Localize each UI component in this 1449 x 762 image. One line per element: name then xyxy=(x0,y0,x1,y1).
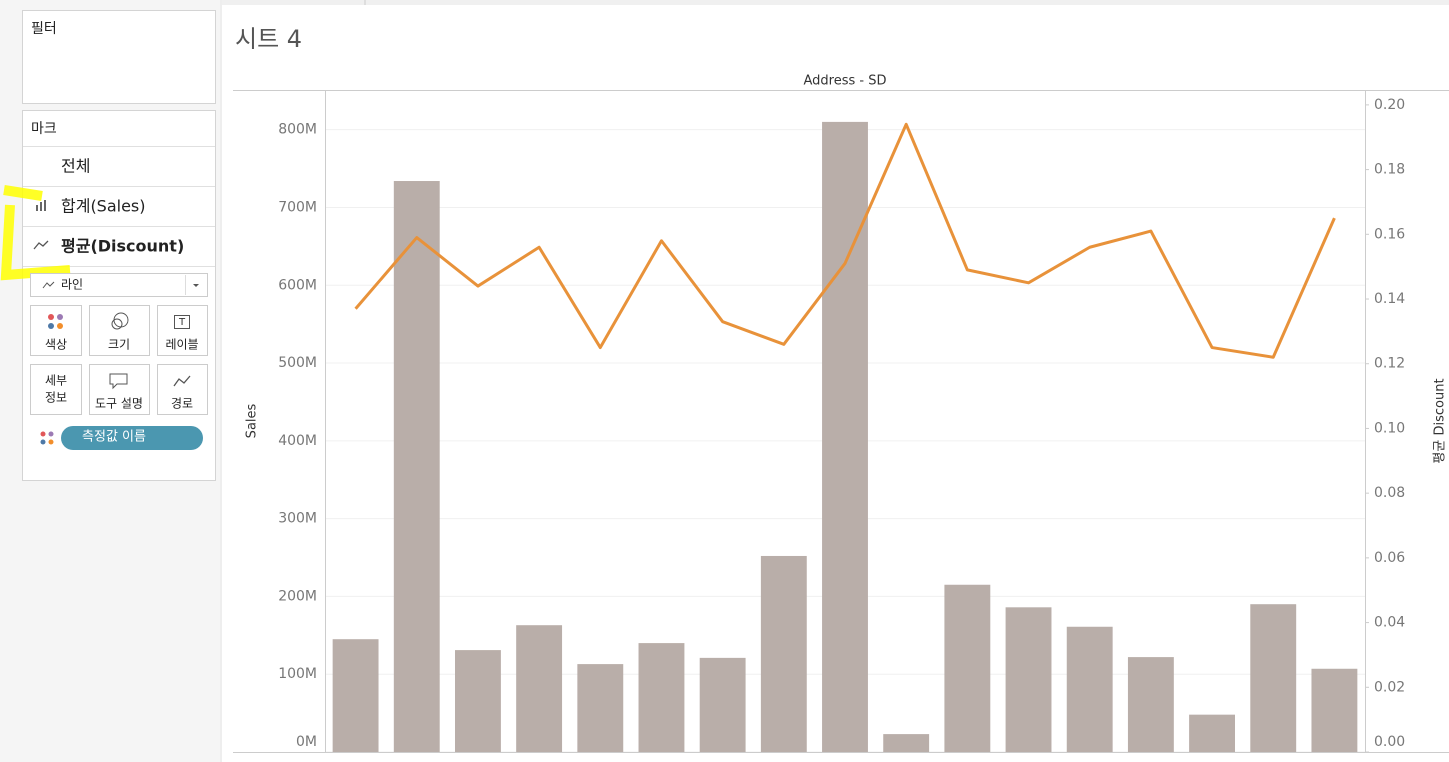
button-label: 도구 설명 xyxy=(95,397,143,411)
bar xyxy=(1127,657,1174,752)
bar xyxy=(1311,668,1358,752)
line-icon xyxy=(42,281,55,289)
bar xyxy=(944,584,991,752)
y-tick-label: 100M xyxy=(278,666,317,682)
path-button[interactable] xyxy=(157,364,208,415)
y-tick-label: 600M xyxy=(278,277,317,293)
pill-color-icon xyxy=(40,431,54,445)
y-axis-label: Sales xyxy=(245,403,260,438)
bar xyxy=(577,664,624,752)
bar xyxy=(1066,626,1113,752)
bar xyxy=(1250,604,1297,752)
y-tick-label: 0M xyxy=(296,734,317,750)
bar xyxy=(332,639,379,752)
y2-tick-label: 0.14 xyxy=(1374,291,1405,307)
svg-text:T: T xyxy=(178,317,186,328)
y-tick-label: 800M xyxy=(278,122,317,138)
bar xyxy=(638,643,685,752)
button-label: 크기 xyxy=(108,338,130,352)
mark-type-dropdown[interactable] xyxy=(30,273,208,297)
y2-tick-label: 0.04 xyxy=(1374,615,1405,631)
y2-axis-label: 평균 Discount xyxy=(1433,378,1448,463)
y2-tick-label: 0.08 xyxy=(1374,485,1405,501)
tooltip-button[interactable] xyxy=(89,364,150,415)
y2-tick-label: 0.10 xyxy=(1374,420,1405,436)
y2-tick-label: 0.06 xyxy=(1374,550,1405,566)
marks-title: 마크 xyxy=(31,121,57,137)
bar xyxy=(1005,607,1052,752)
bar xyxy=(516,625,563,752)
button-label: 레이블 xyxy=(165,338,198,352)
button-label: 경로 xyxy=(171,397,193,411)
bar xyxy=(1189,714,1235,752)
size-button[interactable] xyxy=(89,305,150,356)
y-tick-label: 700M xyxy=(278,199,317,215)
bar xyxy=(883,734,930,752)
sheet-title: 시트 4 xyxy=(235,25,302,53)
line xyxy=(354,122,1336,359)
tab-bar xyxy=(222,0,1449,5)
detail-button[interactable] xyxy=(30,364,82,415)
mark-row[interactable]: 합계(Sales) xyxy=(61,197,146,216)
filter-title: 필터 xyxy=(31,21,57,37)
bar xyxy=(455,650,501,752)
filter-panel[interactable] xyxy=(22,10,216,104)
y-tick-label: 200M xyxy=(278,588,317,604)
y2-tick-label: 0.18 xyxy=(1374,162,1405,178)
y2-tick-label: 0.02 xyxy=(1374,679,1405,695)
line-icon xyxy=(33,240,49,250)
y2-tick-label: 0.20 xyxy=(1374,97,1405,113)
dropdown-arrow xyxy=(193,284,199,287)
plot: 0M 100M 200M 300M 400M 500M 600M 700M 800M 0.00 0.… xyxy=(233,90,1449,753)
tooltip-icon xyxy=(109,373,128,390)
pill[interactable] xyxy=(61,426,203,450)
y-tick-label: 400M xyxy=(278,433,317,449)
chart-title: Address - SD xyxy=(804,74,887,89)
mark-row[interactable]: 전체 xyxy=(61,157,90,176)
bar xyxy=(393,181,440,753)
pill-label: 측정값 이름 xyxy=(82,430,146,445)
y-tick-label: 500M xyxy=(278,355,317,371)
mark-row[interactable]: 평균(Discount) xyxy=(61,237,184,256)
bar xyxy=(760,555,807,752)
y2-tick-label: 0.00 xyxy=(1374,734,1405,750)
button-label: 색상 xyxy=(45,338,67,352)
text-icon: T xyxy=(174,315,190,329)
buttons xyxy=(30,305,208,415)
y-tick-label: 300M xyxy=(278,511,317,527)
y2-tick-label: 0.16 xyxy=(1374,226,1405,242)
path-icon xyxy=(173,375,191,387)
bar xyxy=(699,657,746,752)
button-label: 정보 xyxy=(45,391,67,405)
mark-type: 라인 xyxy=(61,278,83,292)
bar-icon xyxy=(36,200,46,211)
size-icon xyxy=(111,312,129,330)
color-icon xyxy=(48,314,63,329)
bar xyxy=(822,121,868,753)
color-button[interactable] xyxy=(30,305,82,356)
button-label: 세부 xyxy=(45,374,67,388)
y2-tick-label: 0.12 xyxy=(1374,356,1405,372)
label-button[interactable] xyxy=(157,305,208,356)
highlight xyxy=(0,185,71,281)
